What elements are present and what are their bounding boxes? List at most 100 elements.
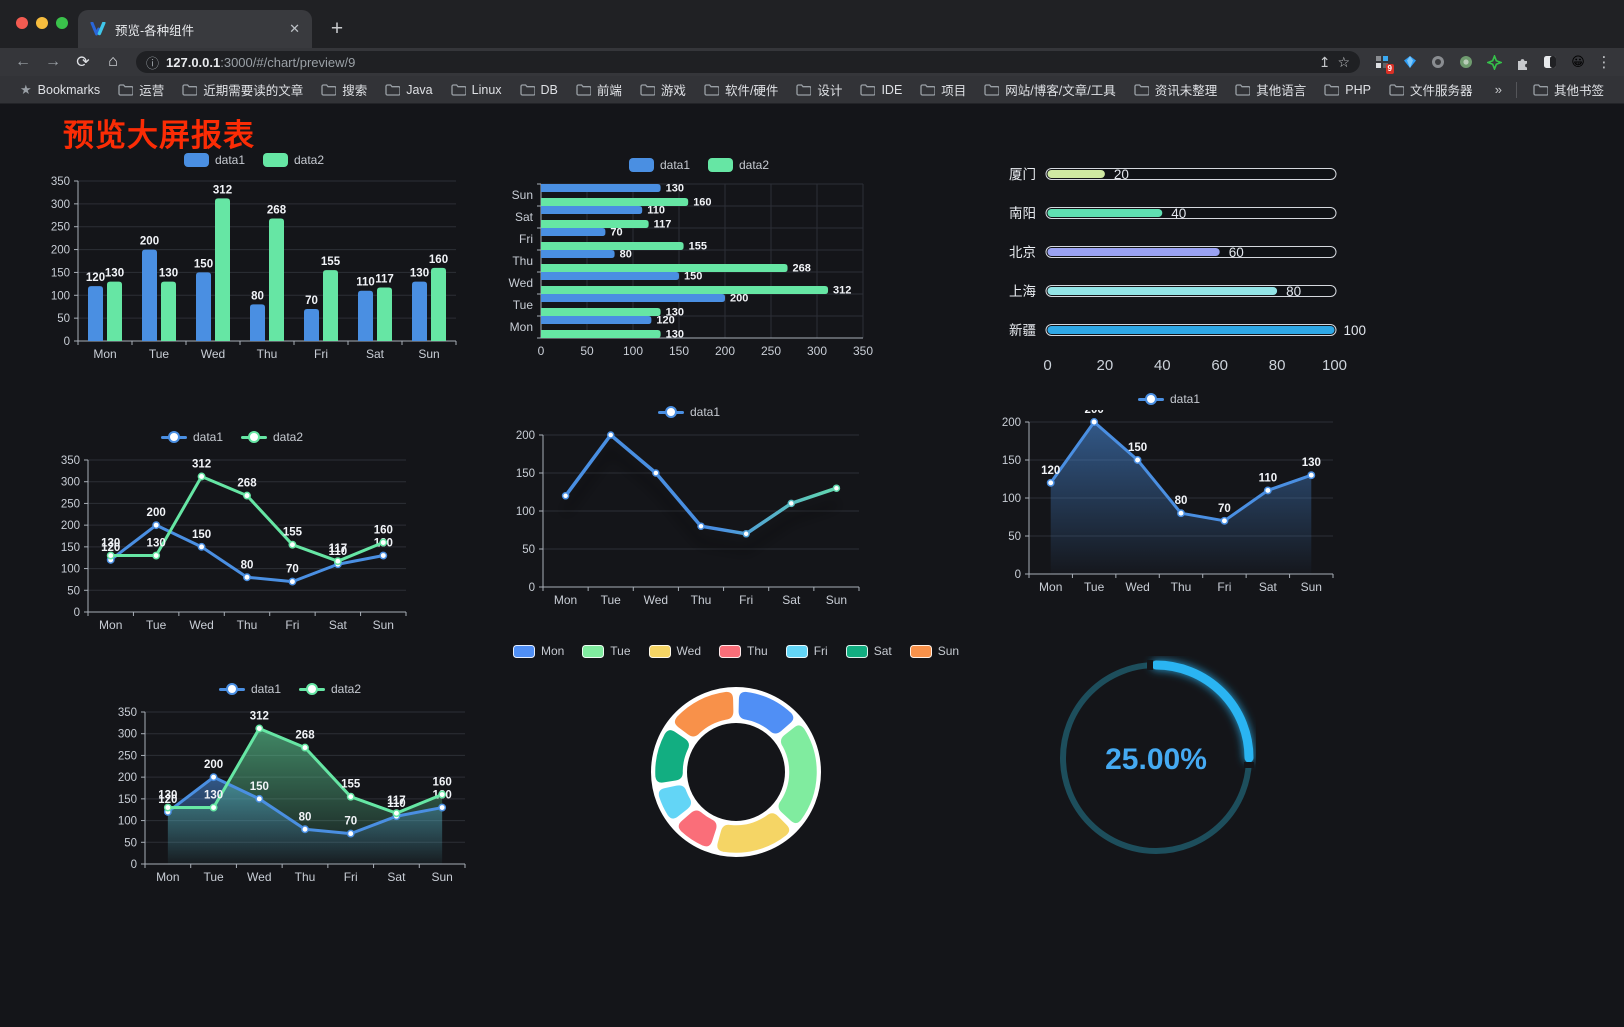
legend-item[interactable]: data1 bbox=[628, 158, 690, 172]
bookmark-item[interactable]: 项目 bbox=[912, 77, 974, 102]
reload-icon[interactable]: ⟳ bbox=[76, 54, 90, 71]
svg-text:200: 200 bbox=[516, 430, 535, 442]
legend-item[interactable]: data2 bbox=[299, 682, 361, 696]
svg-text:100: 100 bbox=[118, 816, 137, 828]
share-icon[interactable]: ↥ bbox=[1318, 53, 1331, 70]
svg-text:80: 80 bbox=[1286, 284, 1301, 299]
bookmark-item[interactable]: 文件服务器 bbox=[1381, 77, 1481, 102]
folder-icon bbox=[321, 83, 337, 96]
svg-text:350: 350 bbox=[51, 176, 70, 188]
bookmarks-overflow-icon[interactable]: » bbox=[1494, 82, 1502, 97]
svg-text:250: 250 bbox=[51, 222, 70, 234]
svg-text:70: 70 bbox=[286, 564, 299, 576]
browser-tab[interactable]: 预览-各种组件 ✕ bbox=[78, 10, 312, 48]
folder-icon bbox=[118, 83, 134, 96]
back-icon[interactable]: ← bbox=[15, 53, 31, 70]
svg-text:40: 40 bbox=[1171, 206, 1186, 221]
extension-square-icon[interactable] bbox=[1538, 51, 1562, 73]
legend-item[interactable]: data1 bbox=[218, 682, 281, 696]
extension-star-green-icon[interactable] bbox=[1482, 51, 1506, 73]
legend-item[interactable]: data2 bbox=[241, 430, 303, 444]
legend-item[interactable]: Fri bbox=[785, 644, 828, 658]
bookmark-item[interactable]: Java bbox=[377, 77, 440, 102]
legend-item[interactable]: Thu bbox=[719, 644, 768, 658]
svg-text:80: 80 bbox=[241, 559, 254, 571]
bookmark-item[interactable]: DB bbox=[512, 77, 566, 102]
svg-text:50: 50 bbox=[522, 544, 535, 556]
new-tab-button[interactable]: + bbox=[330, 17, 344, 40]
bookmark-item[interactable]: 近期需要读的文章 bbox=[174, 77, 311, 102]
extension-circle-dark-icon[interactable] bbox=[1426, 51, 1450, 73]
bookmarks-manager[interactable]: ★ Bookmarks bbox=[20, 81, 101, 97]
legend-item[interactable]: data2 bbox=[263, 153, 324, 167]
bookmark-item[interactable]: Linux bbox=[443, 77, 510, 102]
folder-icon bbox=[704, 83, 719, 96]
tab-close-icon[interactable]: ✕ bbox=[289, 21, 300, 36]
svg-text:50: 50 bbox=[67, 585, 80, 597]
svg-text:80: 80 bbox=[1269, 357, 1286, 374]
svg-text:300: 300 bbox=[807, 344, 827, 358]
capsule-canvas: 厦门 20 南阳 40 北京 60 上海 80 新疆 100 0 20 40 60 80 100 bbox=[1009, 167, 1366, 374]
svg-text:Sat: Sat bbox=[387, 870, 406, 884]
svg-text:50: 50 bbox=[1008, 531, 1021, 543]
svg-text:Sun: Sun bbox=[373, 618, 394, 632]
svg-text:130: 130 bbox=[147, 538, 166, 550]
svg-text:50: 50 bbox=[580, 344, 594, 358]
legend-item[interactable]: Sun bbox=[909, 644, 959, 658]
folder-icon bbox=[576, 83, 591, 96]
site-info-icon[interactable]: ⓘ bbox=[146, 55, 160, 71]
forward-icon[interactable]: → bbox=[45, 53, 61, 70]
legend-item[interactable]: Mon bbox=[512, 644, 564, 658]
puzzle-icon[interactable] bbox=[1510, 51, 1534, 73]
browser-menu-icon[interactable]: ⋮ bbox=[1596, 54, 1612, 71]
folder-icon bbox=[1533, 83, 1548, 96]
window-minimize-button[interactable] bbox=[36, 17, 48, 29]
bookmark-item[interactable]: 软件/硬件 bbox=[696, 77, 786, 102]
folder-icon bbox=[1389, 83, 1404, 96]
bookmark-item[interactable]: 游戏 bbox=[632, 77, 694, 102]
extension-emoji-icon[interactable]: 😀 bbox=[1571, 54, 1585, 69]
bookmark-item[interactable]: IDE bbox=[852, 77, 910, 102]
bookmark-item[interactable]: 资讯未整理 bbox=[1126, 77, 1226, 102]
bookmark-item[interactable]: 运营 bbox=[110, 77, 172, 102]
legend-item[interactable]: Tue bbox=[582, 644, 631, 658]
svg-text:0: 0 bbox=[131, 859, 137, 871]
svg-text:100: 100 bbox=[61, 564, 80, 576]
bookmark-item[interactable]: 设计 bbox=[788, 77, 850, 102]
legend-item[interactable]: data1 bbox=[160, 430, 223, 444]
window-close-button[interactable] bbox=[16, 17, 28, 29]
legend-item[interactable]: data1 bbox=[1137, 392, 1200, 406]
donut-canvas bbox=[651, 687, 821, 857]
svg-text:Sat: Sat bbox=[329, 618, 348, 632]
svg-text:130: 130 bbox=[101, 538, 120, 550]
extension-gem-icon[interactable] bbox=[1398, 51, 1422, 73]
legend-item[interactable]: Sat bbox=[845, 644, 892, 658]
line-area-double-canvas: 0 50 100 150 200 250 300 350 Mon Tue Wed Thu Fri Sat S… bbox=[118, 707, 466, 884]
bookmark-item[interactable]: 网站/博客/文章/工具 bbox=[976, 77, 1123, 102]
legend-item[interactable]: data2 bbox=[708, 158, 769, 172]
chart-capsule-bars: 厦门 20 南阳 40 北京 60 上海 80 新疆 100 0 20 40 60 80 100 bbox=[986, 156, 1366, 391]
bookmark-item[interactable]: PHP bbox=[1316, 77, 1379, 102]
url-host: 127.0.0.1 bbox=[166, 54, 221, 70]
bookmark-item[interactable]: 搜索 bbox=[313, 77, 375, 102]
svg-text:155: 155 bbox=[341, 779, 361, 791]
svg-text:新疆: 新疆 bbox=[1009, 323, 1036, 338]
extension-grid-icon[interactable]: 9 bbox=[1370, 51, 1394, 74]
legend-item[interactable]: Wed bbox=[648, 644, 701, 658]
other-bookmarks-folder[interactable]: 其他书签 bbox=[1525, 77, 1612, 102]
svg-text:268: 268 bbox=[237, 478, 257, 490]
bookmark-item[interactable]: 其他语言 bbox=[1227, 77, 1314, 102]
svg-text:Fri: Fri bbox=[285, 618, 299, 632]
legend-item[interactable]: data1 bbox=[183, 153, 245, 167]
svg-text:130: 130 bbox=[105, 268, 124, 280]
legend-item[interactable]: data1 bbox=[657, 405, 720, 419]
url-bar[interactable]: ⓘ 127.0.0.1:3000/#/chart/preview/9 ↥ ☆ bbox=[136, 51, 1360, 73]
window-zoom-button[interactable] bbox=[56, 17, 68, 29]
bookmark-star-icon[interactable]: ☆ bbox=[1337, 53, 1350, 70]
extension-circle-green-icon[interactable] bbox=[1454, 51, 1478, 73]
bookmark-item[interactable]: 前端 bbox=[568, 77, 630, 102]
svg-text:160: 160 bbox=[374, 525, 393, 537]
home-icon[interactable]: ⌂ bbox=[108, 53, 118, 70]
folder-icon bbox=[182, 83, 198, 96]
svg-text:110: 110 bbox=[1259, 472, 1278, 484]
